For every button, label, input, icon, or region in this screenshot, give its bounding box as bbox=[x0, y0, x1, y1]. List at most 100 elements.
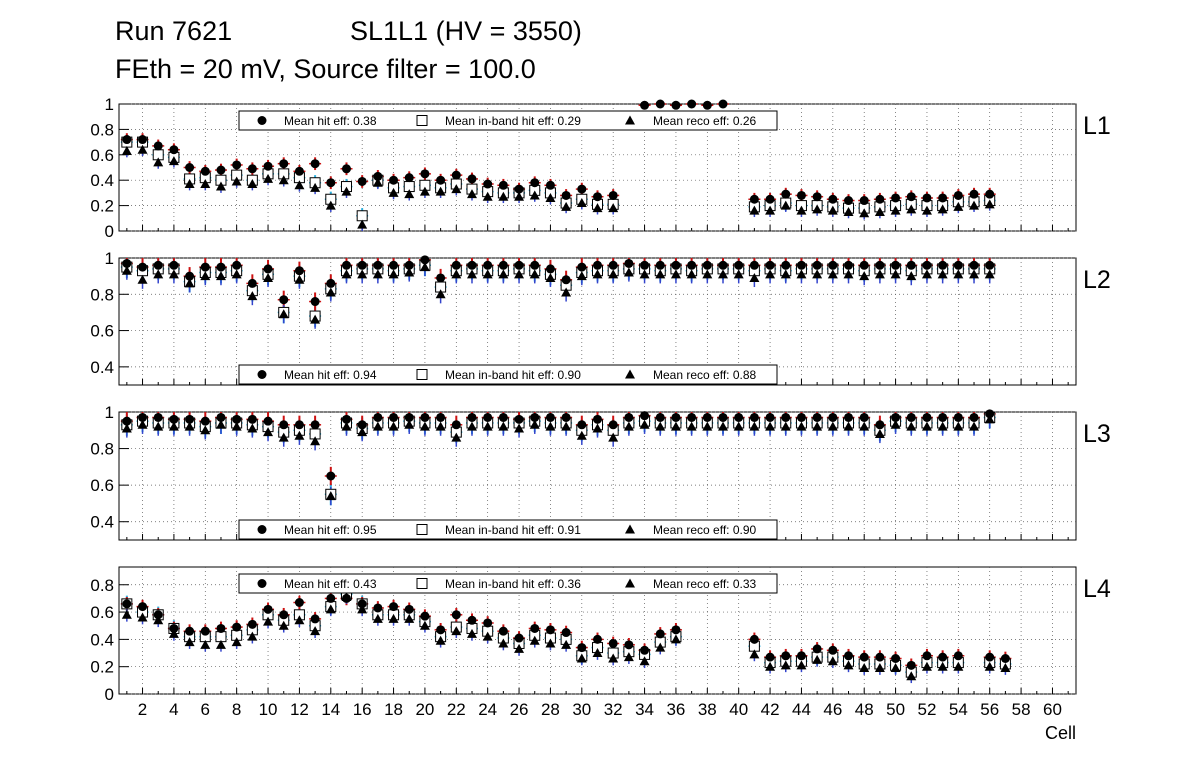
reco-marker bbox=[859, 421, 870, 431]
hit-marker bbox=[279, 159, 289, 169]
hit-marker bbox=[906, 660, 916, 670]
hit-marker bbox=[153, 412, 163, 422]
hit-marker bbox=[498, 180, 508, 190]
reco-marker bbox=[718, 269, 729, 279]
hit-marker bbox=[859, 260, 869, 270]
hit-marker bbox=[294, 166, 304, 176]
hit-marker bbox=[922, 260, 932, 270]
x-tick-label: 54 bbox=[949, 700, 968, 719]
y-tick-label: 1 bbox=[105, 95, 114, 114]
hit-marker bbox=[169, 414, 179, 424]
reco-marker bbox=[1000, 663, 1011, 673]
reco-marker bbox=[325, 491, 336, 501]
reco-marker bbox=[843, 269, 854, 279]
hit-marker bbox=[749, 194, 759, 204]
reco-marker bbox=[310, 436, 321, 446]
reco-marker bbox=[215, 271, 226, 281]
reco-marker bbox=[247, 631, 258, 641]
reco-marker bbox=[388, 269, 399, 279]
reco-marker bbox=[765, 205, 776, 215]
overflow-hit-marker bbox=[718, 99, 728, 109]
hit-marker bbox=[294, 420, 304, 430]
hit-marker bbox=[906, 412, 916, 422]
hit-marker bbox=[608, 420, 618, 430]
hit-marker bbox=[279, 420, 289, 430]
legend-reco-marker bbox=[625, 524, 635, 534]
hit-marker bbox=[279, 610, 289, 620]
reco-marker bbox=[263, 173, 274, 183]
hit-marker bbox=[420, 169, 430, 179]
x-tick-label: 24 bbox=[478, 700, 497, 719]
reco-marker bbox=[184, 637, 195, 647]
reco-marker bbox=[310, 182, 321, 192]
hit-marker bbox=[969, 260, 979, 270]
reco-marker bbox=[231, 637, 242, 647]
layer-label: L3 bbox=[1083, 420, 1111, 448]
settings-label: FEth = 20 mV, Source filter = 100.0 bbox=[115, 54, 536, 84]
layer-label: L2 bbox=[1083, 266, 1111, 294]
hit-marker bbox=[247, 278, 257, 288]
reco-marker bbox=[294, 274, 305, 284]
reco-marker bbox=[890, 419, 901, 429]
hit-marker bbox=[373, 412, 383, 422]
reco-marker bbox=[984, 661, 995, 671]
reco-marker bbox=[812, 204, 823, 214]
run-label: Run 7621 bbox=[115, 16, 233, 46]
reco-marker bbox=[168, 421, 179, 431]
hit-marker bbox=[749, 260, 759, 270]
y-tick-label: 0.8 bbox=[90, 120, 114, 139]
y-tick-label: 0.6 bbox=[90, 322, 114, 341]
reco-marker bbox=[765, 661, 776, 671]
hit-marker bbox=[671, 412, 681, 422]
hit-marker bbox=[483, 260, 493, 270]
reco-marker bbox=[529, 190, 540, 200]
hit-marker bbox=[122, 416, 132, 426]
hit-marker bbox=[545, 412, 555, 422]
hit-marker bbox=[216, 262, 226, 272]
hit-marker bbox=[138, 135, 148, 145]
legend-hit-marker bbox=[257, 525, 267, 534]
hit-marker bbox=[969, 189, 979, 199]
hit-marker bbox=[514, 260, 524, 270]
y-tick-label: 0.4 bbox=[90, 513, 114, 532]
reco-marker bbox=[247, 291, 258, 301]
reco-marker bbox=[655, 421, 666, 431]
x-tick-label: 18 bbox=[384, 700, 403, 719]
reco-marker bbox=[686, 269, 697, 279]
x-tick-label: 52 bbox=[917, 700, 936, 719]
reco-marker bbox=[310, 626, 321, 636]
x-tick-label: 40 bbox=[729, 700, 748, 719]
hit-marker bbox=[483, 618, 493, 628]
hit-marker bbox=[844, 196, 854, 206]
reco-marker bbox=[357, 427, 368, 437]
reco-marker bbox=[545, 192, 556, 202]
hit-marker bbox=[232, 160, 242, 170]
reco-marker bbox=[514, 191, 525, 201]
hit-marker bbox=[404, 260, 414, 270]
reco-marker bbox=[623, 421, 634, 431]
hit-marker bbox=[545, 264, 555, 274]
reco-marker bbox=[231, 269, 242, 279]
hit-marker bbox=[263, 604, 273, 614]
reco-marker bbox=[749, 272, 760, 282]
inband-marker bbox=[356, 210, 368, 222]
hit-marker bbox=[185, 271, 195, 281]
hit-marker bbox=[875, 260, 885, 270]
reco-marker bbox=[278, 620, 289, 630]
hit-marker bbox=[389, 175, 399, 185]
hit-marker bbox=[593, 192, 602, 202]
reco-marker bbox=[357, 604, 368, 614]
x-tick-label: 46 bbox=[823, 700, 842, 719]
reco-marker bbox=[215, 639, 226, 649]
hit-marker bbox=[875, 194, 885, 204]
reco-marker bbox=[670, 634, 681, 644]
overflow-hit-marker bbox=[687, 99, 697, 109]
reco-marker bbox=[153, 615, 164, 625]
reco-marker bbox=[843, 421, 854, 431]
reco-marker bbox=[215, 181, 226, 191]
reco-marker bbox=[435, 289, 446, 299]
reco-marker bbox=[733, 421, 744, 431]
hit-marker bbox=[498, 260, 508, 270]
hit-marker bbox=[232, 414, 242, 424]
reco-marker bbox=[466, 628, 477, 638]
